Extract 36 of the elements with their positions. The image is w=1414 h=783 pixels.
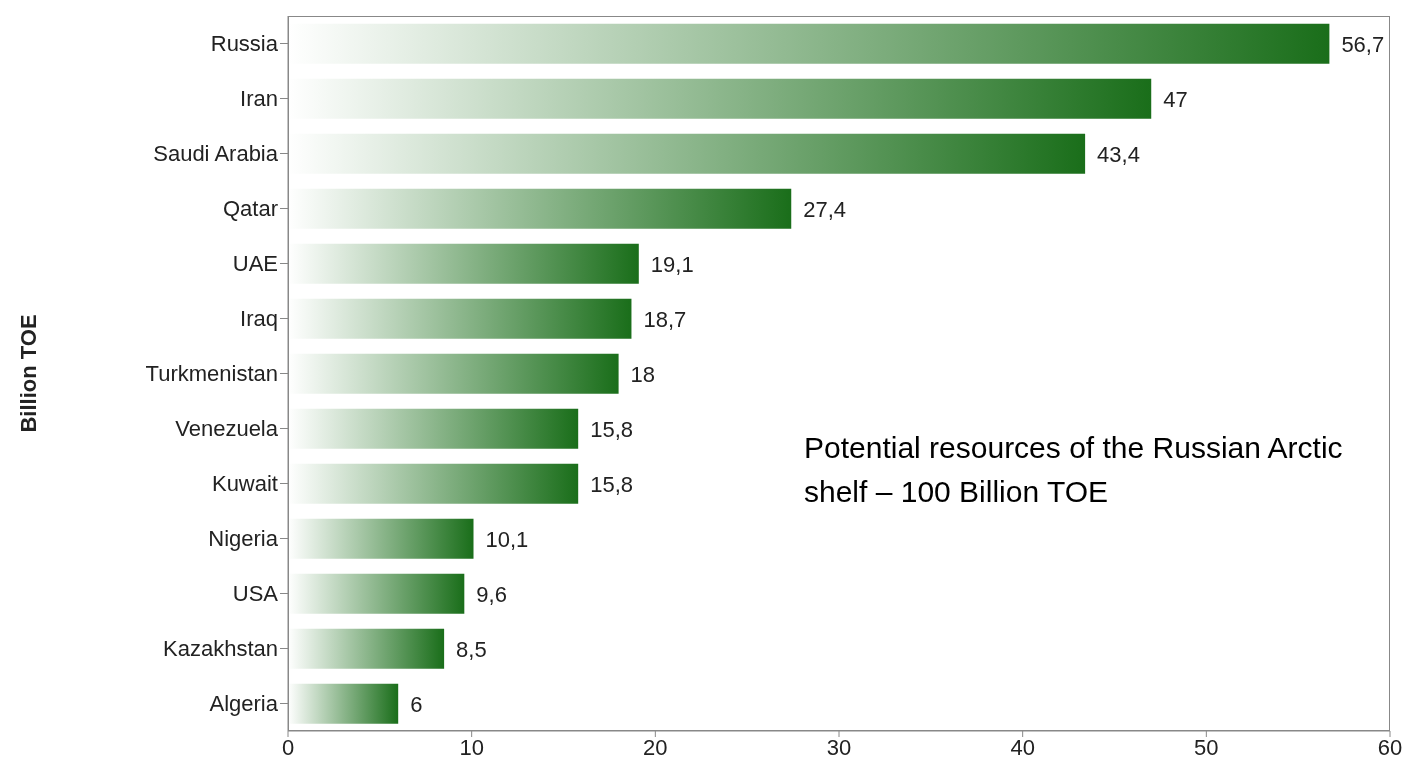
y-axis-title: Billion TOE xyxy=(15,314,41,433)
x-tick-label: 0 xyxy=(281,734,295,760)
data-label: 47 xyxy=(1163,86,1188,112)
data-label: 18,7 xyxy=(643,306,687,332)
data-label: 6 xyxy=(410,691,423,717)
data-label: 18 xyxy=(630,361,656,387)
x-tick-label: 10 xyxy=(459,734,484,760)
y-tick-label: Saudi Arabia xyxy=(153,141,279,167)
bar xyxy=(288,683,399,724)
x-tick-label: 50 xyxy=(1194,734,1219,760)
data-label: 19,1 xyxy=(650,251,694,277)
x-tick-label: 30 xyxy=(826,734,852,760)
y-tick-label: Kuwait xyxy=(211,471,278,497)
y-tick-label: UAE xyxy=(232,251,278,277)
data-label: 8,5 xyxy=(456,636,487,662)
y-tick-label: Iran xyxy=(240,86,278,112)
data-label: 15,8 xyxy=(590,471,634,497)
y-tick-label: Venezuela xyxy=(175,416,279,442)
data-label: 43,4 xyxy=(1097,141,1140,167)
x-tick-label: 20 xyxy=(643,734,668,760)
y-tick-label: Algeria xyxy=(209,691,279,717)
x-tick-label: 40 xyxy=(1010,734,1035,760)
data-label: 27,4 xyxy=(803,196,847,222)
y-tick-label: Turkmenistan xyxy=(145,361,278,387)
annotation: Potential resources of the Russian Arctic shelf – 100 Billion TOE xyxy=(804,430,1344,510)
data-label: 56,7 xyxy=(1341,31,1385,57)
y-tick-label: Iraq xyxy=(240,306,278,332)
data-label: 10,1 xyxy=(485,526,529,552)
y-tick-label: Nigeria xyxy=(208,526,279,552)
y-tick-label: USA xyxy=(232,581,279,607)
y-tick-label: Russia xyxy=(210,31,279,57)
data-label: 9,6 xyxy=(476,581,507,607)
y-tick-label: Qatar xyxy=(222,196,278,222)
x-tick-label: 60 xyxy=(1377,734,1403,760)
y-tick-label: Kazakhstan xyxy=(163,636,278,662)
data-label: 15,8 xyxy=(590,416,634,442)
